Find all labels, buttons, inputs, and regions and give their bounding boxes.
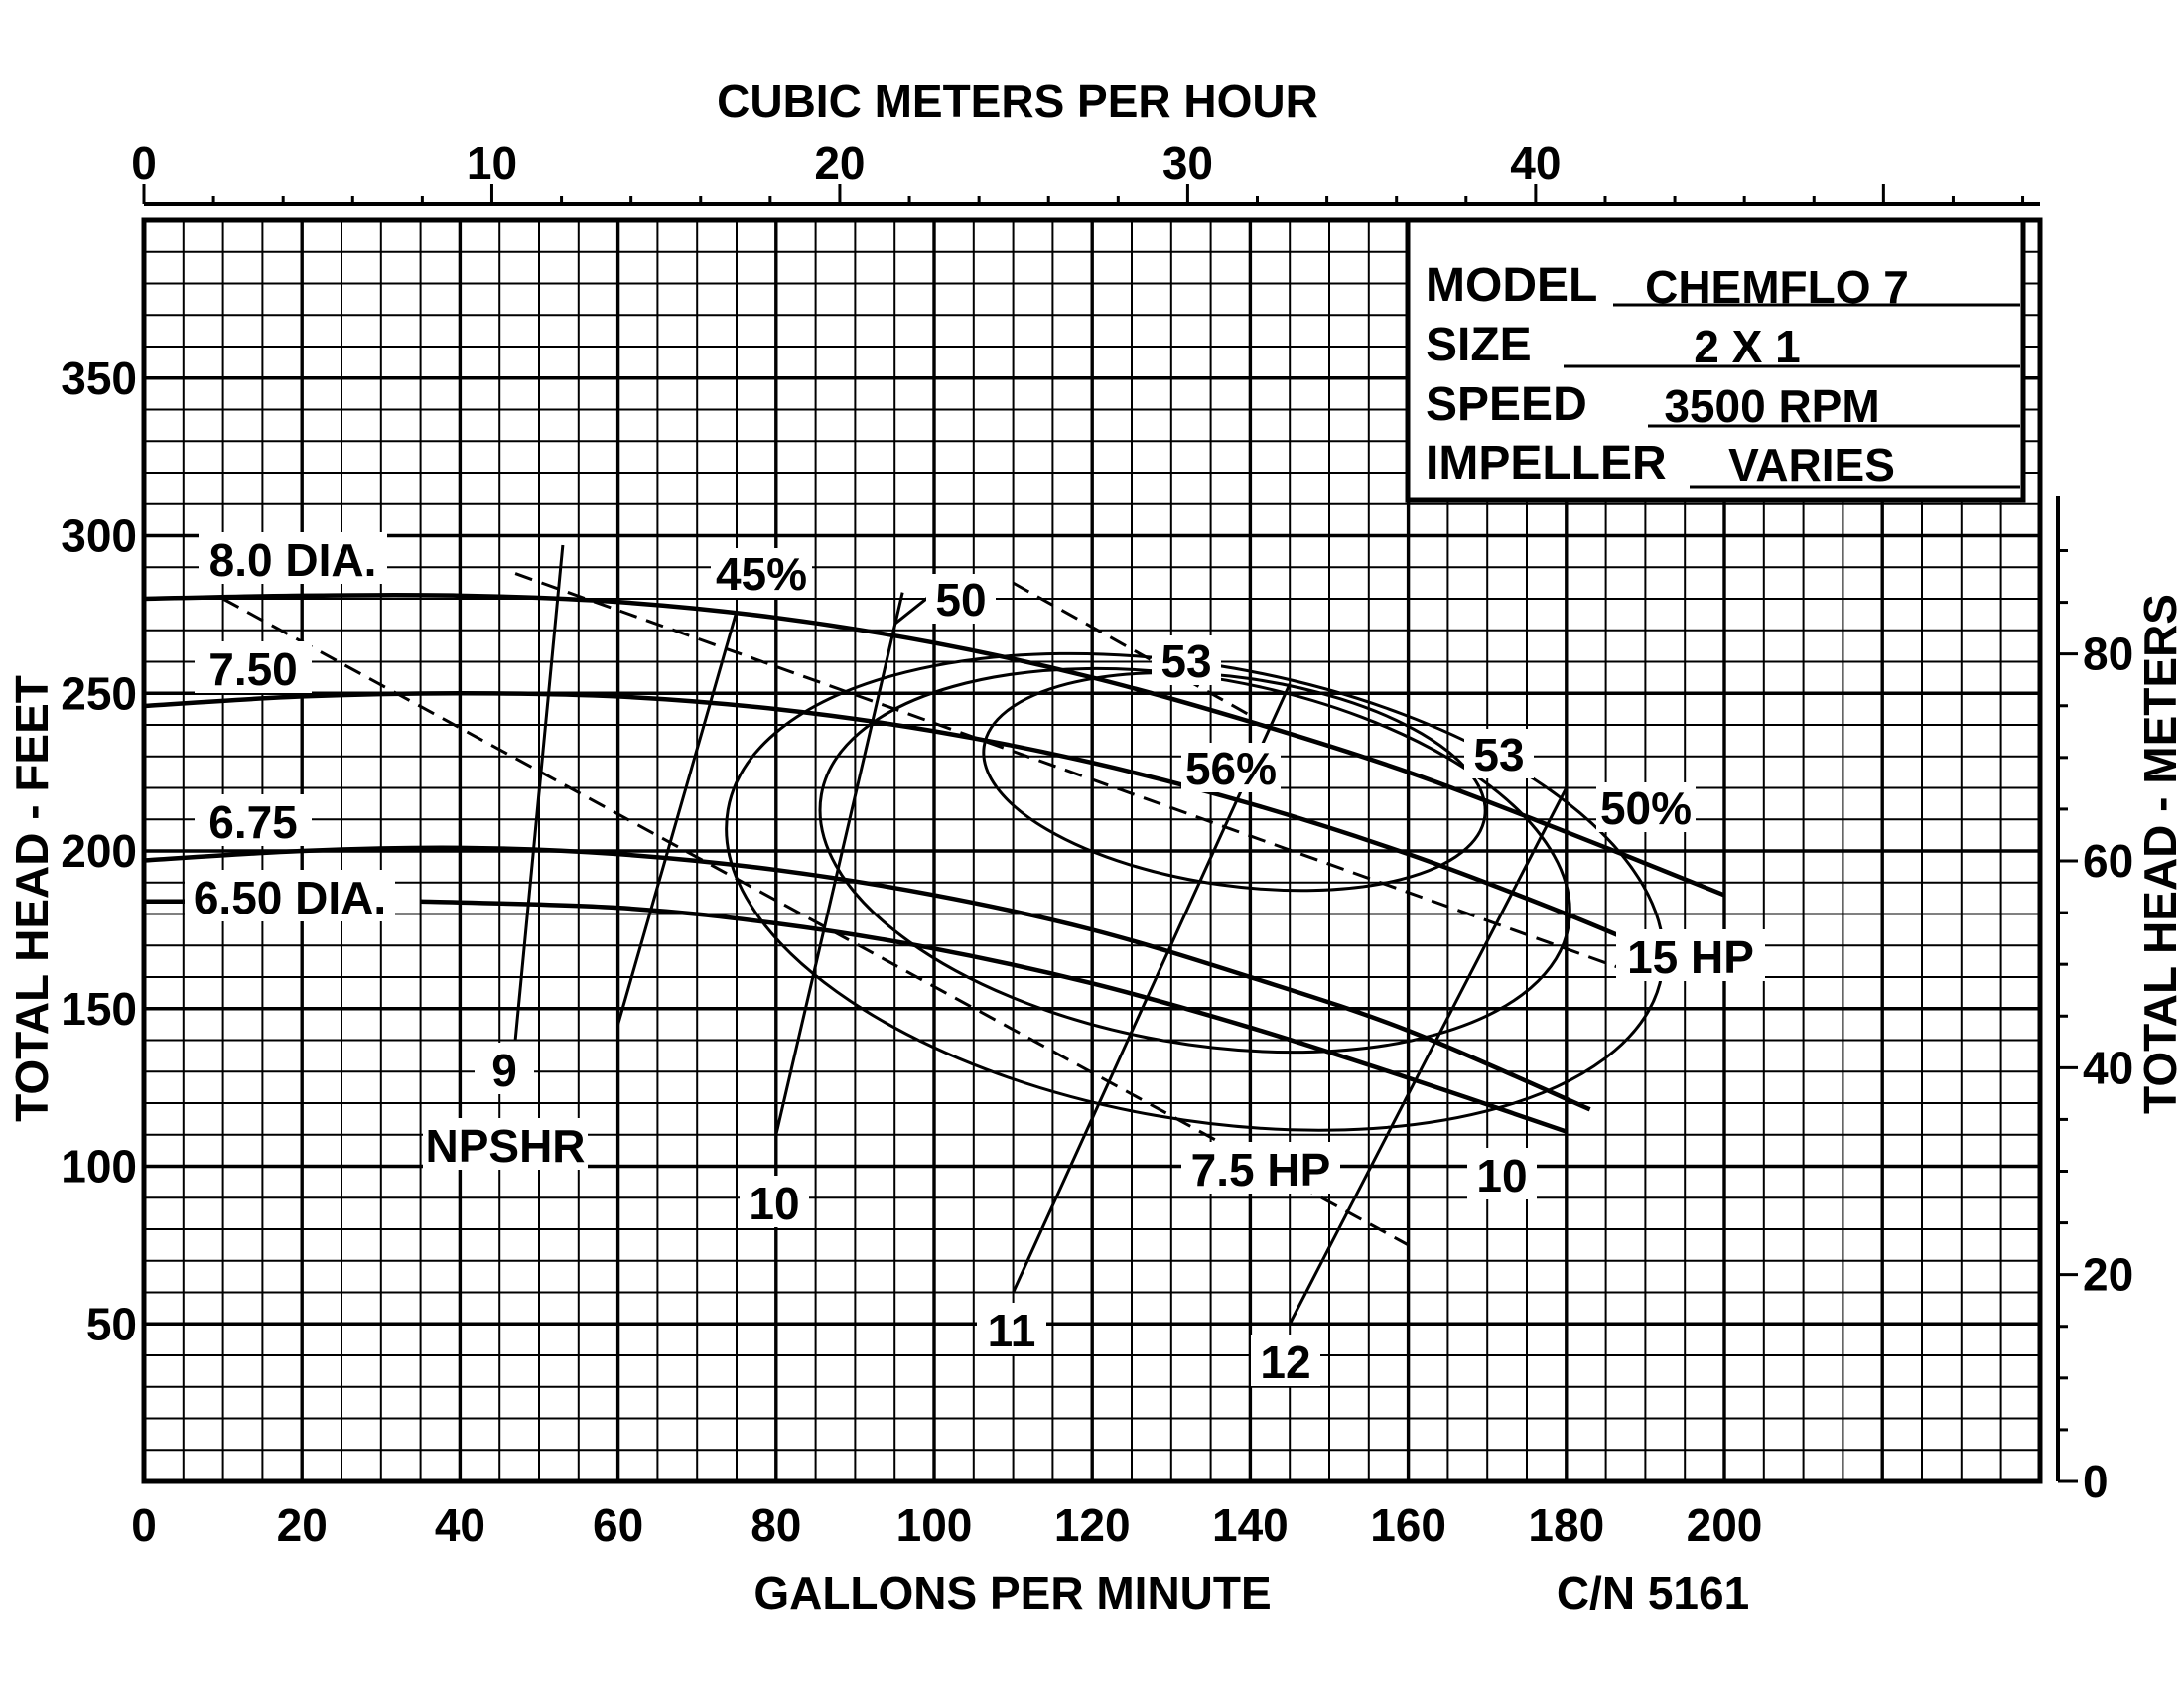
x-tick-label: 140 bbox=[1212, 1499, 1289, 1551]
y2-tick-label: 20 bbox=[2083, 1249, 2133, 1301]
eff-bg-45 bbox=[711, 548, 812, 598]
x2-tick-label: 20 bbox=[814, 137, 865, 189]
efficiency-contour-53 bbox=[818, 666, 1571, 1055]
info-speed-value: 3500 RPM bbox=[1664, 380, 1879, 432]
npshr-line-12 bbox=[1288, 786, 1569, 1325]
npshr-label-12: 12 bbox=[1260, 1336, 1310, 1388]
hp-label-7-5: 7.5 HP bbox=[1191, 1144, 1331, 1196]
impeller-curve-0 bbox=[143, 592, 1725, 898]
impeller-curve-3 bbox=[420, 899, 1568, 1134]
x-tick-label: 40 bbox=[435, 1499, 485, 1551]
npshr-bg-12 bbox=[1251, 1335, 1320, 1386]
hp-line-15 bbox=[514, 572, 1646, 979]
hp-bg-7-5 bbox=[1181, 1142, 1340, 1194]
eff-bg-53-right bbox=[1464, 729, 1534, 778]
npshr-bg-10-left bbox=[740, 1176, 809, 1227]
eff-bg-56 bbox=[1181, 743, 1281, 792]
info-box-frame bbox=[1405, 217, 2026, 503]
npshr-bg-10-right bbox=[1467, 1148, 1537, 1199]
label-bg-8-0 bbox=[199, 532, 387, 584]
npshr-labels: 9 NPSHR 10 11 12 10 bbox=[423, 1043, 1537, 1388]
x-tick-label: 120 bbox=[1054, 1499, 1131, 1551]
y2-tick-label: 40 bbox=[2083, 1042, 2133, 1093]
hp-line-upper bbox=[1012, 581, 1252, 717]
x2-tick-label: 30 bbox=[1162, 137, 1213, 189]
y-tick-label: 300 bbox=[61, 510, 137, 562]
npshr-bg-11 bbox=[977, 1303, 1046, 1354]
plot-frame bbox=[141, 217, 2043, 1484]
efficiency-label-53-right: 53 bbox=[1473, 729, 1524, 780]
y-axis-title: TOTAL HEAD - FEET bbox=[6, 675, 58, 1122]
npshr-line-10-b bbox=[774, 592, 904, 1136]
hp-label-15: 15 HP bbox=[1627, 931, 1754, 983]
y2-tick-label: 60 bbox=[2083, 835, 2133, 887]
y2-axis-title: TOTAL HEAD - METERS bbox=[2134, 594, 2184, 1114]
x2-tick-label: 40 bbox=[1510, 137, 1561, 189]
efficiency-label-50-right: 50% bbox=[1600, 782, 1692, 834]
label-bg-7-50 bbox=[195, 641, 312, 693]
y-tick-label: 50 bbox=[86, 1298, 137, 1349]
hp-line-7-5 bbox=[221, 597, 1410, 1247]
efficiency-label-53-top: 53 bbox=[1160, 635, 1211, 687]
npshr-bg-9 bbox=[475, 1043, 534, 1094]
efficiency-label-56: 56% bbox=[1185, 743, 1277, 794]
impeller-label-7-50: 7.50 bbox=[208, 643, 298, 695]
npshr-line-10-a bbox=[616, 611, 739, 1026]
x-tick-label: 200 bbox=[1687, 1499, 1763, 1551]
catalog-number: C/N 5161 bbox=[1557, 1567, 1749, 1618]
impeller-label-6-50: 6.50 DIA. bbox=[194, 872, 386, 923]
impeller-curve-2 bbox=[143, 845, 1591, 1112]
x-tick-label: 180 bbox=[1528, 1499, 1604, 1551]
impeller-label-8-0: 8.0 DIA. bbox=[209, 534, 377, 586]
y-tick-label: 250 bbox=[61, 667, 137, 719]
y2-tick-label: 0 bbox=[2083, 1456, 2109, 1507]
x2-axis-title: CUBIC METERS PER HOUR bbox=[717, 75, 1318, 127]
y-tick-label: 350 bbox=[61, 352, 137, 404]
info-impeller-value: VARIES bbox=[1728, 439, 1895, 491]
info-model-label: MODEL bbox=[1426, 259, 1597, 312]
info-speed-label: SPEED bbox=[1426, 378, 1587, 431]
hp-bg-15 bbox=[1616, 929, 1765, 981]
x-axis-title: GALLONS PER MINUTE bbox=[753, 1567, 1271, 1618]
x2-tick-label: 0 bbox=[131, 137, 157, 189]
info-impeller-label: IMPELLER bbox=[1426, 437, 1667, 490]
info-size-label: SIZE bbox=[1426, 319, 1532, 371]
impeller-curve-1 bbox=[143, 690, 1702, 973]
label-bg-6-75 bbox=[195, 794, 312, 846]
npshr-label-10-left: 10 bbox=[749, 1178, 799, 1229]
x2-tick-label: 10 bbox=[467, 137, 517, 189]
x-tick-label: 160 bbox=[1370, 1499, 1446, 1551]
eff-bg-53-top bbox=[1152, 635, 1221, 685]
y2-tick-label: 80 bbox=[2083, 629, 2133, 680]
axes: 0 20 40 60 80 100 120 140 160 180 2005010015020025… bbox=[61, 137, 2133, 1551]
eff-bg-50 bbox=[926, 574, 996, 624]
npshr-label-9: 9 bbox=[491, 1045, 517, 1096]
npshr-line-9 bbox=[513, 544, 565, 1041]
x-tick-label: 20 bbox=[277, 1499, 328, 1551]
efficiency-label-50: 50 bbox=[935, 574, 986, 626]
impeller-labels: 8.0 DIA. 7.50 6.75 6.50 DIA. bbox=[185, 532, 395, 923]
efficiency-contour-56 bbox=[982, 671, 1487, 893]
y-tick-label: 150 bbox=[61, 983, 137, 1035]
efficiency-labels: 45% 50 53 56% 53 50% bbox=[711, 548, 1696, 834]
x-tick-label: 100 bbox=[896, 1499, 973, 1551]
x-tick-label: 80 bbox=[751, 1499, 801, 1551]
npshr-title: NPSHR bbox=[425, 1120, 585, 1172]
npshr-label-10-right: 10 bbox=[1476, 1150, 1527, 1201]
efficiency-label-45: 45% bbox=[716, 548, 807, 600]
y-tick-label: 200 bbox=[61, 825, 137, 877]
y-tick-label: 100 bbox=[61, 1141, 137, 1193]
info-size-value: 2 X 1 bbox=[1694, 321, 1800, 372]
x-tick-label: 0 bbox=[131, 1499, 157, 1551]
label-bg-6-50 bbox=[185, 870, 395, 921]
info-box: MODEL CHEMFLO 7 SIZE 2 X 1 SPEED 3500 RP… bbox=[1405, 217, 2026, 503]
npshr-title-bg bbox=[423, 1118, 588, 1170]
npshr-label-11: 11 bbox=[988, 1305, 1036, 1356]
grid bbox=[142, 218, 2043, 1483]
x-tick-label: 60 bbox=[593, 1499, 643, 1551]
eff-bg-50-right bbox=[1596, 782, 1696, 832]
horsepower-labels: 15 HP 7.5 HP bbox=[1181, 929, 1765, 1196]
impeller-label-6-75: 6.75 bbox=[208, 796, 298, 848]
